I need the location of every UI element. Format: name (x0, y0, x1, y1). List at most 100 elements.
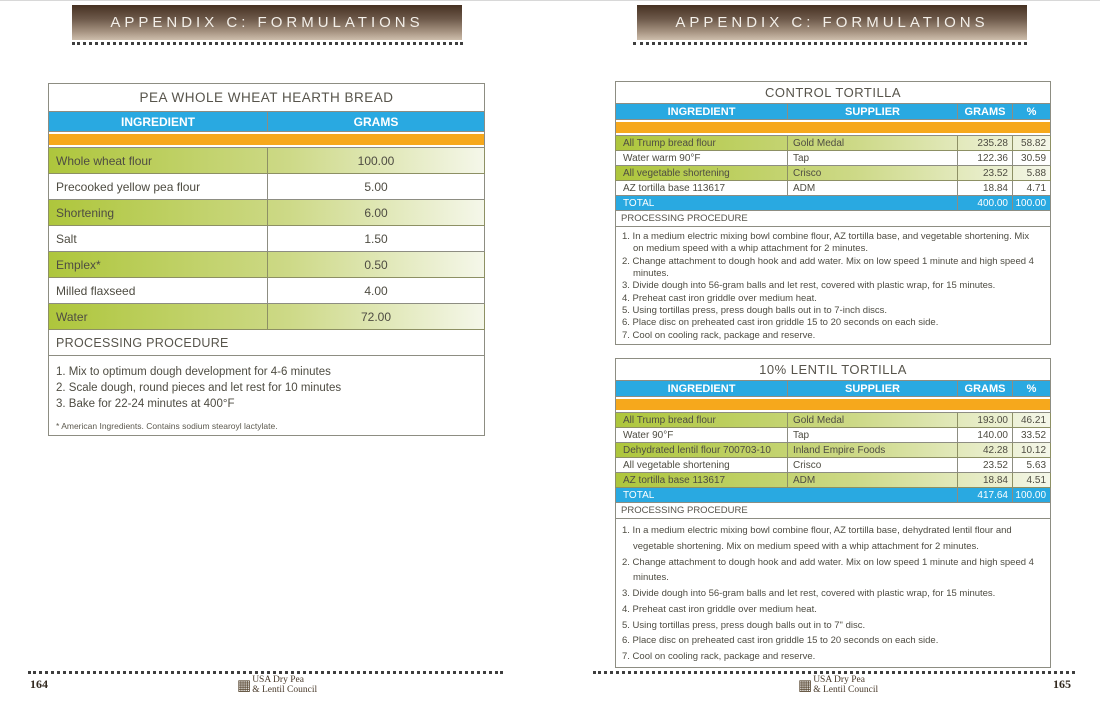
procedure-step: 2. Change attachment to dough hook and a… (622, 556, 1034, 584)
percent-cell: 10.12 (1011, 442, 1052, 458)
procedure-step: 3. Divide dough into 56-gram balls and l… (622, 588, 996, 600)
table-row: All vegetable shortening Crisco 23.52 5.… (615, 165, 1052, 181)
ingredient-cell: Precooked yellow pea flour (48, 173, 268, 200)
processing-steps: 1. In a medium electric mixing bowl comb… (614, 518, 1052, 668)
control-tortilla-table: CONTROL TORTILLA INGREDIENT SUPPLIER GRA… (614, 81, 1052, 346)
grams-cell: 122.36 (957, 150, 1013, 166)
logo-line1: USA Dry Pea (252, 675, 304, 685)
procedure-step: 7. Cool on cooling rack, package and res… (622, 329, 816, 341)
page-number-right: 165 (1053, 677, 1071, 691)
column-header-grams: GRAMS (957, 380, 1013, 397)
bread-formulation-table: PEA WHOLE WHEAT HEARTH BREAD INGREDIENT … (47, 83, 486, 437)
logo-line1: USA Dry Pea (813, 675, 865, 685)
total-percent: 100.00 (1011, 195, 1052, 211)
banner-title: APPENDIX C: FORMULATIONS (110, 14, 424, 31)
table-row: Dehydrated lentil flour 700703-10 Inland… (615, 442, 1052, 458)
table-title: CONTROL TORTILLA (614, 81, 1052, 104)
ingredient-cell: Emplex* (48, 251, 268, 278)
council-logo-text: USA Dry Pea & Lentil Council (252, 675, 317, 696)
column-header-ingredient: INGREDIENT (615, 103, 788, 120)
procedure-step: 7. Cool on cooling rack, package and res… (622, 651, 816, 663)
table-row: Precooked yellow pea flour 5.00 (48, 173, 486, 200)
column-header-percent: % (1011, 103, 1052, 120)
banner-title: APPENDIX C: FORMULATIONS (675, 14, 989, 31)
grams-cell: 4.00 (266, 277, 486, 304)
percent-cell: 5.88 (1011, 165, 1052, 181)
ingredient-cell: All Trump bread flour (615, 412, 788, 428)
supplier-cell: Crisco (787, 457, 958, 473)
table-row: Water 90°F Tap 140.00 33.52 (615, 427, 1052, 443)
table-row: AZ tortilla base 113617 ADM 18.84 4.71 (615, 180, 1052, 196)
table-row: Emplex* 0.50 (48, 251, 486, 278)
lentil-tortilla-table: 10% LENTIL TORTILLA INGREDIENT SUPPLIER … (614, 358, 1052, 668)
supplier-cell: Gold Medal (787, 412, 958, 428)
ingredient-cell: Milled flaxseed (48, 277, 268, 304)
appendix-banner-left: APPENDIX C: FORMULATIONS (72, 5, 462, 40)
procedure-step: 2. Scale dough, round pieces and let res… (56, 382, 342, 395)
column-header-percent: % (1011, 380, 1052, 397)
ingredient-cell: Water (48, 303, 268, 330)
grams-cell: 23.52 (957, 165, 1013, 181)
table-title: 10% LENTIL TORTILLA (614, 358, 1052, 381)
logo-line2: & Lentil Council (813, 685, 879, 696)
appendix-banner-right: APPENDIX C: FORMULATIONS (637, 5, 1027, 40)
page-number-left: 164 (30, 677, 48, 691)
table-row: Shortening 6.00 (48, 199, 486, 226)
footer-dotted-rule-right (593, 671, 1075, 674)
orange-band-row (47, 131, 486, 148)
council-grid-icon: ▦ (798, 676, 813, 694)
ingredient-cell: Salt (48, 225, 268, 252)
ingredient-cell: AZ tortilla base 113617 (615, 180, 788, 196)
table-row: Water warm 90°F Tap 122.36 30.59 (615, 150, 1052, 166)
grams-cell: 1.50 (266, 225, 486, 252)
table-title: PEA WHOLE WHEAT HEARTH BREAD (47, 83, 486, 112)
council-logo-text: USA Dry Pea & Lentil Council (813, 675, 878, 696)
column-header-ingredient: INGREDIENT (48, 111, 268, 132)
procedure-step: 4. Preheat cast iron griddle over medium… (622, 603, 817, 615)
council-logo-left: ▦ USA Dry Pea & Lentil Council (237, 675, 317, 696)
percent-cell: 30.59 (1011, 150, 1052, 166)
grams-cell: 5.00 (266, 173, 486, 200)
supplier-cell: Tap (787, 150, 958, 166)
supplier-cell: ADM (787, 180, 958, 196)
table-row: All vegetable shortening Crisco 23.52 5.… (615, 457, 1052, 473)
ingredient-cell: Dehydrated lentil flour 700703-10 (615, 442, 788, 458)
percent-cell: 33.52 (1011, 427, 1052, 443)
table-row: AZ tortilla base 113617 ADM 18.84 4.51 (615, 472, 1052, 488)
procedure-step: 1. Mix to optimum dough development for … (56, 366, 331, 378)
procedure-step: 5. Using tortillas press, press dough ba… (622, 305, 888, 317)
table-row: All Trump bread flour Gold Medal 235.28 … (615, 135, 1052, 151)
grams-cell: 6.00 (266, 199, 486, 226)
grams-cell: 18.84 (957, 472, 1013, 488)
header-dotted-rule (633, 42, 1027, 45)
grams-cell: 100.00 (266, 147, 486, 174)
total-label: TOTAL (615, 195, 958, 211)
grams-cell: 18.84 (957, 180, 1013, 196)
procedure-step: 3. Divide dough into 56-gram balls and l… (622, 280, 996, 292)
ingredient-cell: All Trump bread flour (615, 135, 788, 151)
procedure-step: 6. Place disc on preheated cast iron gri… (622, 635, 939, 647)
footnote: * American Ingredients. Contains sodium … (56, 421, 278, 432)
grams-cell: 72.00 (266, 303, 486, 330)
table-row: Milled flaxseed 4.00 (48, 277, 486, 304)
total-grams: 417.64 (957, 487, 1013, 503)
ingredient-cell: Whole wheat flour (48, 147, 268, 174)
ingredient-cell: Shortening (48, 199, 268, 226)
grams-cell: 235.28 (957, 135, 1013, 151)
column-header-grams: GRAMS (266, 111, 486, 132)
header-dotted-rule (72, 42, 463, 45)
logo-line2: & Lentil Council (252, 685, 318, 696)
supplier-cell: Inland Empire Foods (787, 442, 958, 458)
processing-procedure-header: PROCESSING PROCEDURE (614, 210, 1052, 227)
table-row: Salt 1.50 (48, 225, 486, 252)
procedure-step: 3. Bake for 22-24 minutes at 400°F (56, 398, 235, 411)
orange-band-row (614, 119, 1052, 136)
council-logo-right: ▦ USA Dry Pea & Lentil Council (798, 675, 878, 696)
grams-cell: 0.50 (266, 251, 486, 278)
orange-band (616, 122, 1050, 133)
table-row: Water 72.00 (48, 303, 486, 330)
grams-cell: 140.00 (957, 427, 1013, 443)
council-grid-icon: ▦ (237, 676, 252, 694)
processing-steps: 1. In a medium electric mixing bowl comb… (614, 225, 1052, 346)
